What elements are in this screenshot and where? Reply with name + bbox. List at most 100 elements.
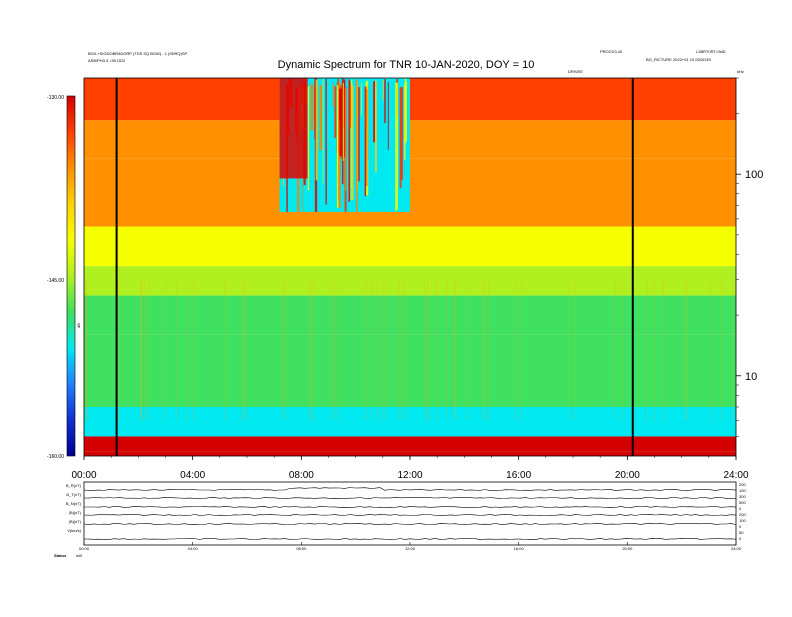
- y-tick-label: 10: [745, 371, 757, 383]
- noise-streak: [140, 279, 142, 421]
- noise-streak: [401, 279, 403, 421]
- noise-streak: [710, 279, 712, 421]
- burst-streak: [365, 86, 367, 126]
- lower-panel-traces: [83, 487, 737, 540]
- noise-streak: [245, 279, 247, 421]
- colorbar-unit-label: dB: [76, 323, 81, 328]
- status-label: Status: [54, 553, 67, 558]
- time-markers: [115, 78, 634, 456]
- burst-streak: [325, 78, 327, 205]
- spectrum-band-4: [84, 266, 736, 296]
- lower-trace-5: [83, 538, 737, 540]
- lower-right-label: 50: [739, 530, 744, 535]
- lower-right-label: 500: [739, 500, 746, 505]
- lower-right-label: 0: [739, 536, 742, 541]
- burst-streak: [373, 81, 376, 143]
- burst-streak: [342, 82, 344, 161]
- burst-streak: [348, 79, 350, 202]
- lower-left-label: |B|(nT): [69, 519, 82, 524]
- header-meta-left-1: BG0-+SIGDOBR4DORP (TDS SQ BGW) - 1 (9DRQ…: [88, 51, 187, 56]
- lower-left-label: |B|(nT): [69, 510, 82, 515]
- noise-streak: [140, 279, 141, 421]
- spectrum-band-6: [84, 334, 736, 408]
- header-meta-right-a: PROCD3.40: [600, 49, 623, 54]
- noise-streak: [521, 279, 522, 421]
- noise-streak: [85, 279, 87, 421]
- burst-streak: [399, 87, 402, 189]
- burst-streak: [339, 88, 343, 156]
- burst-streak: [319, 85, 323, 151]
- colorbar: [66, 95, 76, 457]
- noise-streak: [86, 279, 88, 421]
- noise-streak: [164, 279, 166, 421]
- noise-streak: [224, 279, 226, 421]
- noise-streak: [575, 279, 577, 421]
- lower-right-label: 200: [739, 512, 746, 517]
- spectrum-band-7: [84, 407, 736, 437]
- lower-trace-0: [83, 487, 737, 491]
- burst-streak: [360, 82, 362, 116]
- burst-streak: [382, 79, 384, 101]
- burst-streak: [395, 82, 398, 211]
- burst-streak: [345, 88, 347, 191]
- burst-streak: [310, 83, 314, 131]
- noise-streak: [568, 279, 570, 421]
- noise-streak: [455, 279, 456, 421]
- lower-left-label: B_N(nT): [66, 501, 82, 506]
- noise-streak: [382, 279, 384, 421]
- burst-streak: [387, 82, 389, 150]
- burst-streak: [384, 79, 386, 124]
- lower-right-label: 200: [739, 482, 746, 487]
- lower-trace-4: [83, 523, 737, 525]
- lower-right-label: 100: [739, 518, 746, 523]
- burst-streak: [337, 89, 338, 173]
- spectrum-band-8: [84, 436, 736, 452]
- noise-streak: [148, 279, 150, 421]
- lower-x-tick-label: 16:00: [514, 546, 525, 551]
- noise-streak: [685, 279, 687, 421]
- burst-streak: [400, 86, 403, 180]
- lower-left-label: B_R(nT): [66, 483, 82, 488]
- burst-streak: [355, 79, 358, 212]
- noise-streak: [371, 279, 373, 421]
- noise-streak: [176, 279, 177, 421]
- spectrum-band-3: [84, 226, 736, 267]
- x-tick-label: 08:00: [289, 470, 314, 481]
- noise-streak: [481, 279, 483, 421]
- noise-streak: [446, 279, 448, 421]
- burst-streak: [365, 88, 368, 187]
- noise-streak: [365, 279, 367, 421]
- noise-streak: [404, 279, 405, 421]
- noise-streak: [283, 279, 284, 421]
- lower-right-label: 0: [739, 506, 742, 511]
- burst-streak: [350, 85, 354, 201]
- burst-streak: [364, 87, 367, 197]
- noise-streak: [385, 279, 387, 421]
- spectrum-band-5: [84, 295, 736, 335]
- lower-left-label: V(km/s): [67, 528, 81, 533]
- noise-streak: [310, 279, 311, 421]
- x-tick-label: 20:00: [615, 470, 640, 481]
- burst-streak: [339, 88, 341, 121]
- noise-streak: [487, 279, 489, 421]
- lower-left-label: B_T(nT): [66, 492, 81, 497]
- lower-trace-3: [83, 514, 737, 516]
- y-tick-label: 100: [745, 169, 763, 181]
- lower-trace-2: [84, 506, 737, 508]
- lower-panel-x-axis: 00:00 04:00 08:00 12:00 16:00 20:00 24:00: [79, 542, 742, 551]
- x-tick-label: 24:00: [723, 470, 748, 481]
- x-tick-label: 16:00: [506, 470, 531, 481]
- noise-streak: [622, 279, 624, 421]
- lower-x-tick-label: 00:00: [79, 546, 90, 551]
- noise-streak: [466, 279, 467, 421]
- burst-streak: [341, 78, 344, 185]
- burst-streak: [307, 86, 310, 191]
- noise-streak: [313, 279, 314, 421]
- noise-streak: [242, 279, 244, 421]
- x-tick-label: 12:00: [397, 470, 422, 481]
- noise-streak: [242, 279, 243, 421]
- noise-streak: [514, 279, 516, 421]
- noise-streak: [398, 279, 400, 421]
